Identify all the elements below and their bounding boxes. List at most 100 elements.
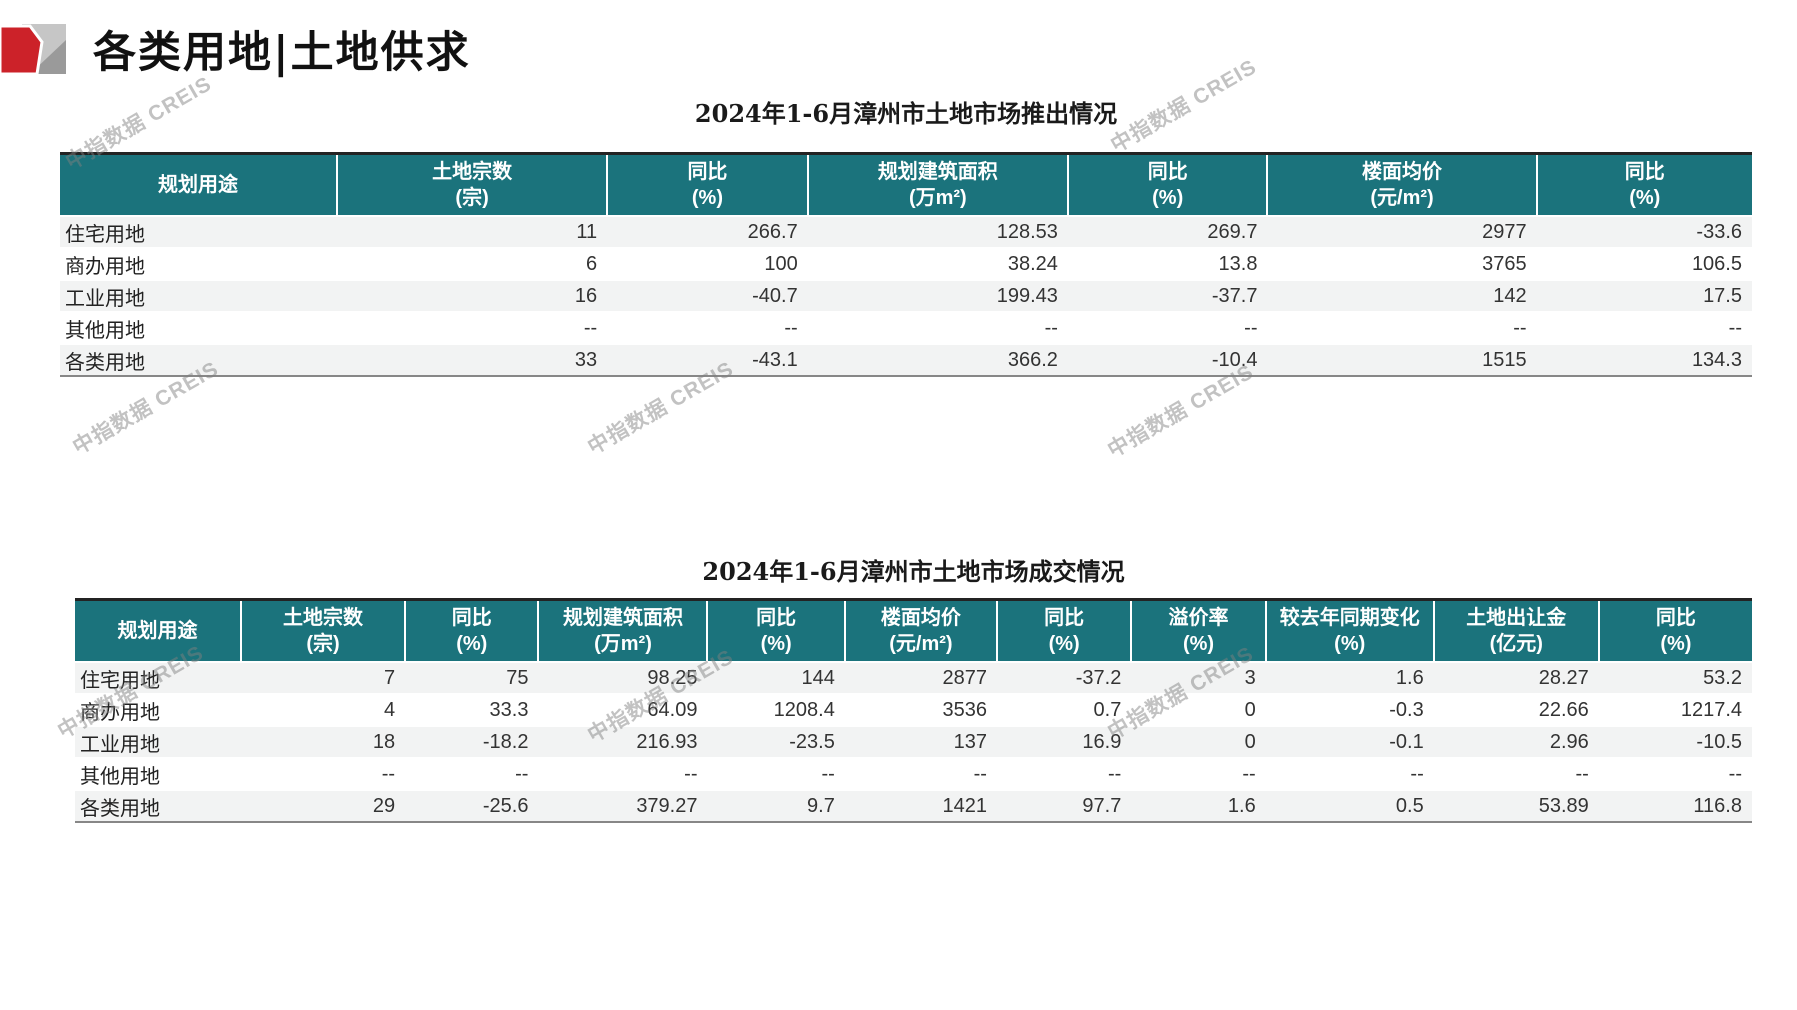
supply-table-title: 2024年1-6月漳州市土地市场推出情况	[694, 99, 1118, 128]
value-cell: -10.4	[1067, 343, 1268, 376]
header-cell: 土地宗数 (宗)	[336, 153, 608, 216]
value-cell: --	[996, 757, 1132, 790]
value-cell: 1421	[844, 789, 997, 822]
value-cell: 116.8	[1598, 789, 1752, 822]
row-label: 其他用地	[60, 311, 338, 344]
value-cell: 11	[337, 215, 608, 248]
value-cell: --	[844, 757, 997, 790]
value-cell: 134.3	[1536, 343, 1752, 376]
header-cell: 同比 (%)	[404, 599, 539, 662]
header-cell: 楼面均价 (元/m²)	[1266, 153, 1537, 216]
header-line: 楼面均价	[1362, 161, 1443, 183]
header-cell: 同比 (%)	[995, 599, 1132, 662]
header-unit: (%)	[1629, 187, 1661, 209]
value-cell: 16	[337, 279, 608, 312]
header-unit: (宗)	[306, 633, 340, 655]
value-cell: 18	[241, 725, 406, 758]
value-cell: 3765	[1267, 247, 1537, 280]
value-cell: 13.8	[1067, 247, 1268, 280]
value-cell: 22.66	[1433, 693, 1599, 726]
creis-logo-icon	[0, 24, 66, 76]
value-cell: 1.6	[1265, 661, 1434, 694]
row-label: 住宅用地	[60, 215, 338, 248]
header-cell: 同比 (%)	[706, 599, 845, 662]
value-cell: -0.1	[1265, 725, 1434, 758]
value-cell: 266.7	[607, 215, 808, 248]
value-cell: 38.24	[807, 247, 1068, 280]
value-cell: 9.7	[707, 789, 845, 822]
header-line: 规划用途	[117, 620, 198, 642]
value-cell: 0.7	[996, 693, 1132, 726]
value-cell: -18.2	[405, 725, 539, 758]
value-cell: 7	[241, 661, 406, 694]
header-line: 同比	[687, 161, 728, 183]
value-cell: 269.7	[1067, 215, 1268, 248]
value-cell: -23.5	[707, 725, 845, 758]
value-cell: 33	[337, 343, 608, 376]
header-unit: (%)	[456, 633, 488, 655]
header-cell: 同比 (%)	[1535, 153, 1752, 216]
header-cell: 规划建筑面积 (万m²)	[806, 153, 1068, 216]
value-cell: -37.2	[996, 661, 1132, 694]
value-cell: -37.7	[1067, 279, 1268, 312]
value-cell: 1515	[1267, 343, 1537, 376]
value-cell: 53.89	[1433, 789, 1599, 822]
value-cell: 0	[1131, 693, 1266, 726]
header-cell: 规划建筑面积 (万m²)	[537, 599, 708, 662]
value-cell: -43.1	[607, 343, 808, 376]
value-cell: --	[538, 757, 708, 790]
value-cell: 100	[607, 247, 808, 280]
row-label: 其他用地	[75, 757, 242, 790]
value-cell: 2.96	[1433, 725, 1599, 758]
table-row: 工业用地 18 -18.2 216.93 -23.5 137 16.9 0 -0.1 2.96 -1…	[75, 725, 1752, 758]
value-cell: --	[1131, 757, 1266, 790]
header-unit: (万m²)	[908, 187, 967, 209]
value-cell: 1.6	[1131, 789, 1266, 822]
table-row: 商办用地 4 33.3 64.09 1208.4 3536 0.7 0 -0.3 22.66 121…	[75, 693, 1752, 726]
header-unit: (%)	[691, 187, 723, 209]
value-cell: 3536	[844, 693, 997, 726]
value-cell: 366.2	[807, 343, 1068, 376]
header-cell: 同比 (%)	[1597, 599, 1752, 662]
table-row: 工业用地 16 -40.7 199.43 -37.7 142 17.5	[60, 279, 1752, 312]
row-label: 各类用地	[60, 343, 338, 376]
value-cell: 6	[337, 247, 608, 280]
page-title: 各类用地|土地供求	[93, 28, 471, 78]
value-cell: --	[807, 311, 1068, 344]
value-cell: 216.93	[538, 725, 708, 758]
value-cell: 137	[844, 725, 997, 758]
table-row: 其他用地 -- -- -- -- -- --	[60, 311, 1752, 344]
header-cell: 规划用途	[75, 599, 242, 662]
header-unit: (%)	[760, 633, 792, 655]
value-cell: 1217.4	[1598, 693, 1752, 726]
header-cell: 溢价率 (%)	[1130, 599, 1266, 662]
row-label: 工业用地	[60, 279, 338, 312]
row-label: 各类用地	[75, 789, 242, 822]
value-cell: -10.5	[1598, 725, 1752, 758]
value-cell: -25.6	[405, 789, 539, 822]
table-row: 其他用地 -- -- -- -- -- -- -- -- -- --	[75, 757, 1752, 790]
value-cell: --	[405, 757, 539, 790]
value-cell: 2977	[1267, 215, 1537, 248]
value-cell: -0.3	[1265, 693, 1434, 726]
value-cell: --	[241, 757, 406, 790]
value-cell: 29	[241, 789, 406, 822]
value-cell: --	[337, 311, 608, 344]
header-line: 同比	[1624, 161, 1665, 183]
header-cell: 规划用途	[60, 153, 338, 216]
value-cell: -40.7	[607, 279, 808, 312]
header-unit: (元/m²)	[889, 633, 953, 655]
header-line: 较去年同期变化	[1279, 607, 1420, 629]
header-line: 土地宗数	[283, 607, 364, 629]
header-unit: (宗)	[455, 187, 489, 209]
value-cell: --	[1067, 311, 1268, 344]
header-line: 溢价率	[1168, 607, 1229, 629]
header-unit: (%)	[1660, 633, 1692, 655]
header-cell: 土地出让金 (亿元)	[1432, 599, 1599, 662]
value-cell: 0	[1131, 725, 1266, 758]
value-cell: 144	[707, 661, 845, 694]
value-cell: --	[1536, 311, 1752, 344]
value-cell: 97.7	[996, 789, 1132, 822]
value-cell: 0.5	[1265, 789, 1434, 822]
